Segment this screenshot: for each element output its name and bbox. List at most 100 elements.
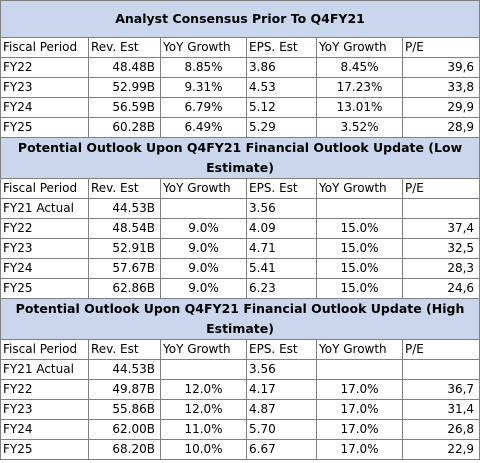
table-cell: FY23 xyxy=(0,238,89,259)
table-cell: 49.87B xyxy=(88,379,161,400)
column-header: Fiscal Period xyxy=(0,178,89,199)
table-cell: 4.09 xyxy=(246,218,317,239)
table-cell: 17.0% xyxy=(316,379,403,400)
table-cell: 55.86B xyxy=(88,399,161,420)
table-cell: FY22 xyxy=(0,379,89,400)
table-cell: 17.23% xyxy=(316,77,403,98)
table-cell: FY22 xyxy=(0,218,89,239)
table-row: FY22 48.48B 8.85% 3.86 8.45% 39,6 xyxy=(0,57,480,78)
column-header: YoY Growth xyxy=(160,178,247,199)
table-cell: 17.0% xyxy=(316,399,403,420)
table-row: FY23 55.86B 12.0% 4.87 17.0% 31,4 xyxy=(0,399,480,420)
table-row: FY23 52.99B 9.31% 4.53 17.23% 33,8 xyxy=(0,77,480,98)
table-cell: 9.0% xyxy=(160,218,247,239)
table-cell: 3.56 xyxy=(246,359,317,380)
table-cell: 15.0% xyxy=(316,258,403,279)
table-cell: 3.86 xyxy=(246,57,317,78)
column-header: YoY Growth xyxy=(160,37,247,58)
table-cell xyxy=(316,198,403,219)
section-title-row: Potential Outlook Upon Q4FY21 Financial … xyxy=(0,298,480,340)
table-cell: FY25 xyxy=(0,278,89,299)
column-header: Rev. Est xyxy=(88,178,161,199)
table-cell: 48.54B xyxy=(88,218,161,239)
table-cell: 22,9 xyxy=(401,439,480,460)
table-cell: 12.0% xyxy=(160,379,247,400)
header-row: Fiscal Period Rev. Est YoY Growth EPS. Est Y… xyxy=(0,37,480,58)
column-header: Rev. Est xyxy=(88,37,161,58)
table-cell: FY21 Actual xyxy=(0,198,89,219)
table-cell: 44.53B xyxy=(88,359,161,380)
table-cell: 62.86B xyxy=(88,278,161,299)
table-cell: 15.0% xyxy=(316,278,403,299)
table-cell: 15.0% xyxy=(316,238,403,259)
table-cell: 4.17 xyxy=(246,379,317,400)
table-cell: 24,6 xyxy=(401,278,480,299)
table-cell: 3.52% xyxy=(316,117,403,138)
table-cell: 32,5 xyxy=(401,238,480,259)
table-cell: 17.0% xyxy=(316,419,403,440)
table-cell: 11.0% xyxy=(160,419,247,440)
section-title: Analyst Consensus Prior To Q4FY21 xyxy=(0,0,480,38)
table-cell xyxy=(160,198,247,219)
section-title-row: Potential Outlook Upon Q4FY21 Financial … xyxy=(0,137,480,179)
table-row: FY21 Actual 44.53B 3.56 xyxy=(0,198,480,219)
table-cell: 6.67 xyxy=(246,439,317,460)
column-header: Fiscal Period xyxy=(0,339,89,360)
table-row: FY24 62.00B 11.0% 5.70 17.0% 26,8 xyxy=(0,419,480,440)
section-title-row: Analyst Consensus Prior To Q4FY21 xyxy=(0,0,480,38)
table-cell: 26,8 xyxy=(401,419,480,440)
table-cell: 3.56 xyxy=(246,198,317,219)
table-row: FY25 68.20B 10.0% 6.67 17.0% 22,9 xyxy=(0,439,480,460)
column-header: YoY Growth xyxy=(316,339,403,360)
table-row: FY24 56.59B 6.79% 5.12 13.01% 29,9 xyxy=(0,97,480,118)
header-row: Fiscal Period Rev. Est YoY Growth EPS. Est Y… xyxy=(0,339,480,360)
table-cell: 10.0% xyxy=(160,439,247,460)
table-cell: FY24 xyxy=(0,97,89,118)
table-cell xyxy=(316,359,403,380)
header-row: Fiscal Period Rev. Est YoY Growth EPS. Est Y… xyxy=(0,178,480,199)
table-cell xyxy=(401,359,480,380)
table-cell: FY25 xyxy=(0,439,89,460)
table-cell: 4.71 xyxy=(246,238,317,259)
table-cell: 8.85% xyxy=(160,57,247,78)
table-cell: 5.29 xyxy=(246,117,317,138)
table-cell: 4.53 xyxy=(246,77,317,98)
column-header: Rev. Est xyxy=(88,339,161,360)
column-header: YoY Growth xyxy=(160,339,247,360)
table-cell: 48.48B xyxy=(88,57,161,78)
table-cell: 9.0% xyxy=(160,258,247,279)
table-cell: 9.0% xyxy=(160,278,247,299)
table-cell: 52.99B xyxy=(88,77,161,98)
table-cell: 28,9 xyxy=(401,117,480,138)
table-row: FY22 48.54B 9.0% 4.09 15.0% 37,4 xyxy=(0,218,480,239)
table-cell: 56.59B xyxy=(88,97,161,118)
table-cell xyxy=(160,359,247,380)
table-row: FY25 60.28B 6.49% 5.29 3.52% 28,9 xyxy=(0,117,480,138)
table-cell: 31,4 xyxy=(401,399,480,420)
column-header: P/E xyxy=(401,339,480,360)
table-cell: 15.0% xyxy=(316,218,403,239)
table-cell: 5.41 xyxy=(246,258,317,279)
column-header: YoY Growth xyxy=(316,37,403,58)
table-cell: 36,7 xyxy=(401,379,480,400)
column-header: EPS. Est xyxy=(246,178,317,199)
column-header: EPS. Est xyxy=(246,339,317,360)
column-header: YoY Growth xyxy=(316,178,403,199)
column-header: EPS. Est xyxy=(246,37,317,58)
column-header: P/E xyxy=(401,37,480,58)
table-row: FY24 57.67B 9.0% 5.41 15.0% 28,3 xyxy=(0,258,480,279)
table-cell: FY24 xyxy=(0,419,89,440)
table-cell: 39,6 xyxy=(401,57,480,78)
table-row: FY22 49.87B 12.0% 4.17 17.0% 36,7 xyxy=(0,379,480,400)
table-cell: 60.28B xyxy=(88,117,161,138)
table-cell: 33,8 xyxy=(401,77,480,98)
table-cell: 57.67B xyxy=(88,258,161,279)
table-cell: 6.79% xyxy=(160,97,247,118)
table-cell: 68.20B xyxy=(88,439,161,460)
table-row: FY23 52.91B 9.0% 4.71 15.0% 32,5 xyxy=(0,238,480,259)
table-cell: FY22 xyxy=(0,57,89,78)
table-cell: FY24 xyxy=(0,258,89,279)
table-cell: 6.23 xyxy=(246,278,317,299)
